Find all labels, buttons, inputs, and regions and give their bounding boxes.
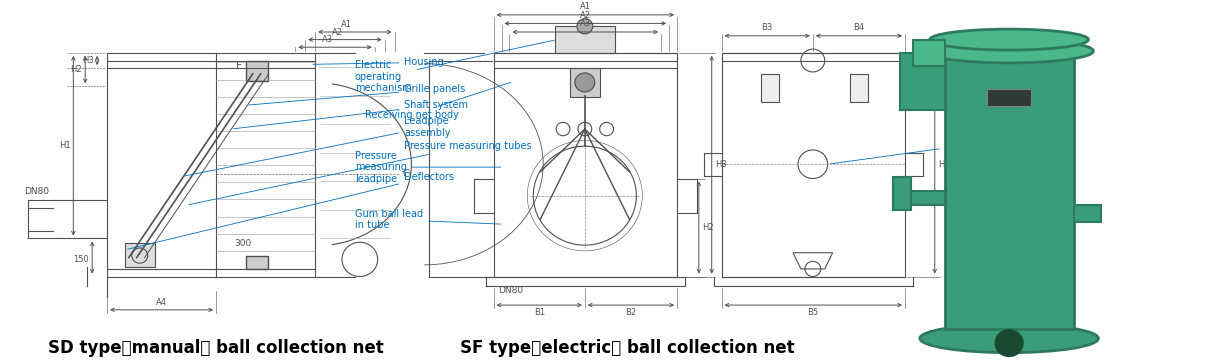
Text: Housing: Housing — [313, 58, 444, 67]
Text: Pressure
measuring
leadpipe: Pressure measuring leadpipe — [354, 150, 500, 184]
Text: 300: 300 — [234, 239, 251, 248]
Text: SD type（manual） ball collection net: SD type（manual） ball collection net — [48, 339, 384, 357]
Bar — [895, 191, 945, 205]
Bar — [1074, 205, 1101, 222]
Bar — [555, 26, 614, 53]
Text: C: C — [402, 169, 409, 179]
Text: A1: A1 — [580, 2, 591, 11]
Text: Gum ball lead
in tube: Gum ball lead in tube — [354, 209, 500, 230]
Circle shape — [996, 330, 1022, 356]
Text: B3: B3 — [761, 23, 772, 32]
Text: B4: B4 — [853, 23, 864, 32]
Bar — [987, 89, 1031, 106]
Text: Shaft system: Shaft system — [234, 100, 468, 129]
Circle shape — [577, 19, 592, 34]
Bar — [494, 53, 677, 277]
Text: Pressure measuring tubes: Pressure measuring tubes — [189, 141, 532, 205]
Bar — [761, 74, 780, 102]
Text: E: E — [235, 61, 242, 71]
Bar — [245, 256, 267, 269]
Circle shape — [575, 73, 595, 92]
Text: A2: A2 — [580, 11, 591, 20]
Text: DN80: DN80 — [499, 286, 524, 295]
Text: B2: B2 — [625, 308, 636, 317]
Text: 150: 150 — [74, 255, 89, 264]
Bar — [913, 40, 945, 66]
Text: H3: H3 — [82, 56, 94, 65]
Bar — [245, 60, 267, 82]
Text: H3: H3 — [715, 160, 727, 169]
Bar — [851, 74, 868, 102]
Text: H2: H2 — [71, 65, 82, 74]
Text: Leadpipe
assembly: Leadpipe assembly — [184, 116, 451, 176]
Ellipse shape — [929, 29, 1089, 50]
Text: DN80: DN80 — [23, 187, 49, 196]
Text: Receiving net body: Receiving net body — [365, 82, 511, 120]
Text: Deflectors: Deflectors — [128, 171, 455, 249]
Bar — [722, 53, 905, 277]
Text: B5: B5 — [807, 308, 819, 317]
Text: SF type（electric） ball collection net: SF type（electric） ball collection net — [460, 339, 794, 357]
Text: A4: A4 — [156, 298, 167, 307]
Bar — [900, 53, 945, 110]
Text: Grille panels: Grille panels — [249, 84, 466, 105]
Text: Manhole: Manhole — [830, 140, 986, 164]
Bar — [570, 68, 600, 97]
Bar — [893, 177, 911, 210]
Ellipse shape — [920, 324, 1098, 353]
Bar — [125, 243, 154, 267]
Text: H2: H2 — [701, 223, 714, 232]
Text: H1: H1 — [59, 141, 70, 150]
Text: A1: A1 — [341, 20, 352, 29]
Text: Electric
operating
mechanism: Electric operating mechanism — [354, 40, 554, 93]
Text: H3: H3 — [938, 160, 949, 169]
Text: A3: A3 — [321, 35, 332, 44]
Text: A3: A3 — [580, 19, 591, 28]
Bar — [945, 51, 1074, 329]
Text: A2: A2 — [331, 28, 342, 37]
Text: B1: B1 — [533, 308, 544, 317]
Ellipse shape — [924, 39, 1094, 63]
